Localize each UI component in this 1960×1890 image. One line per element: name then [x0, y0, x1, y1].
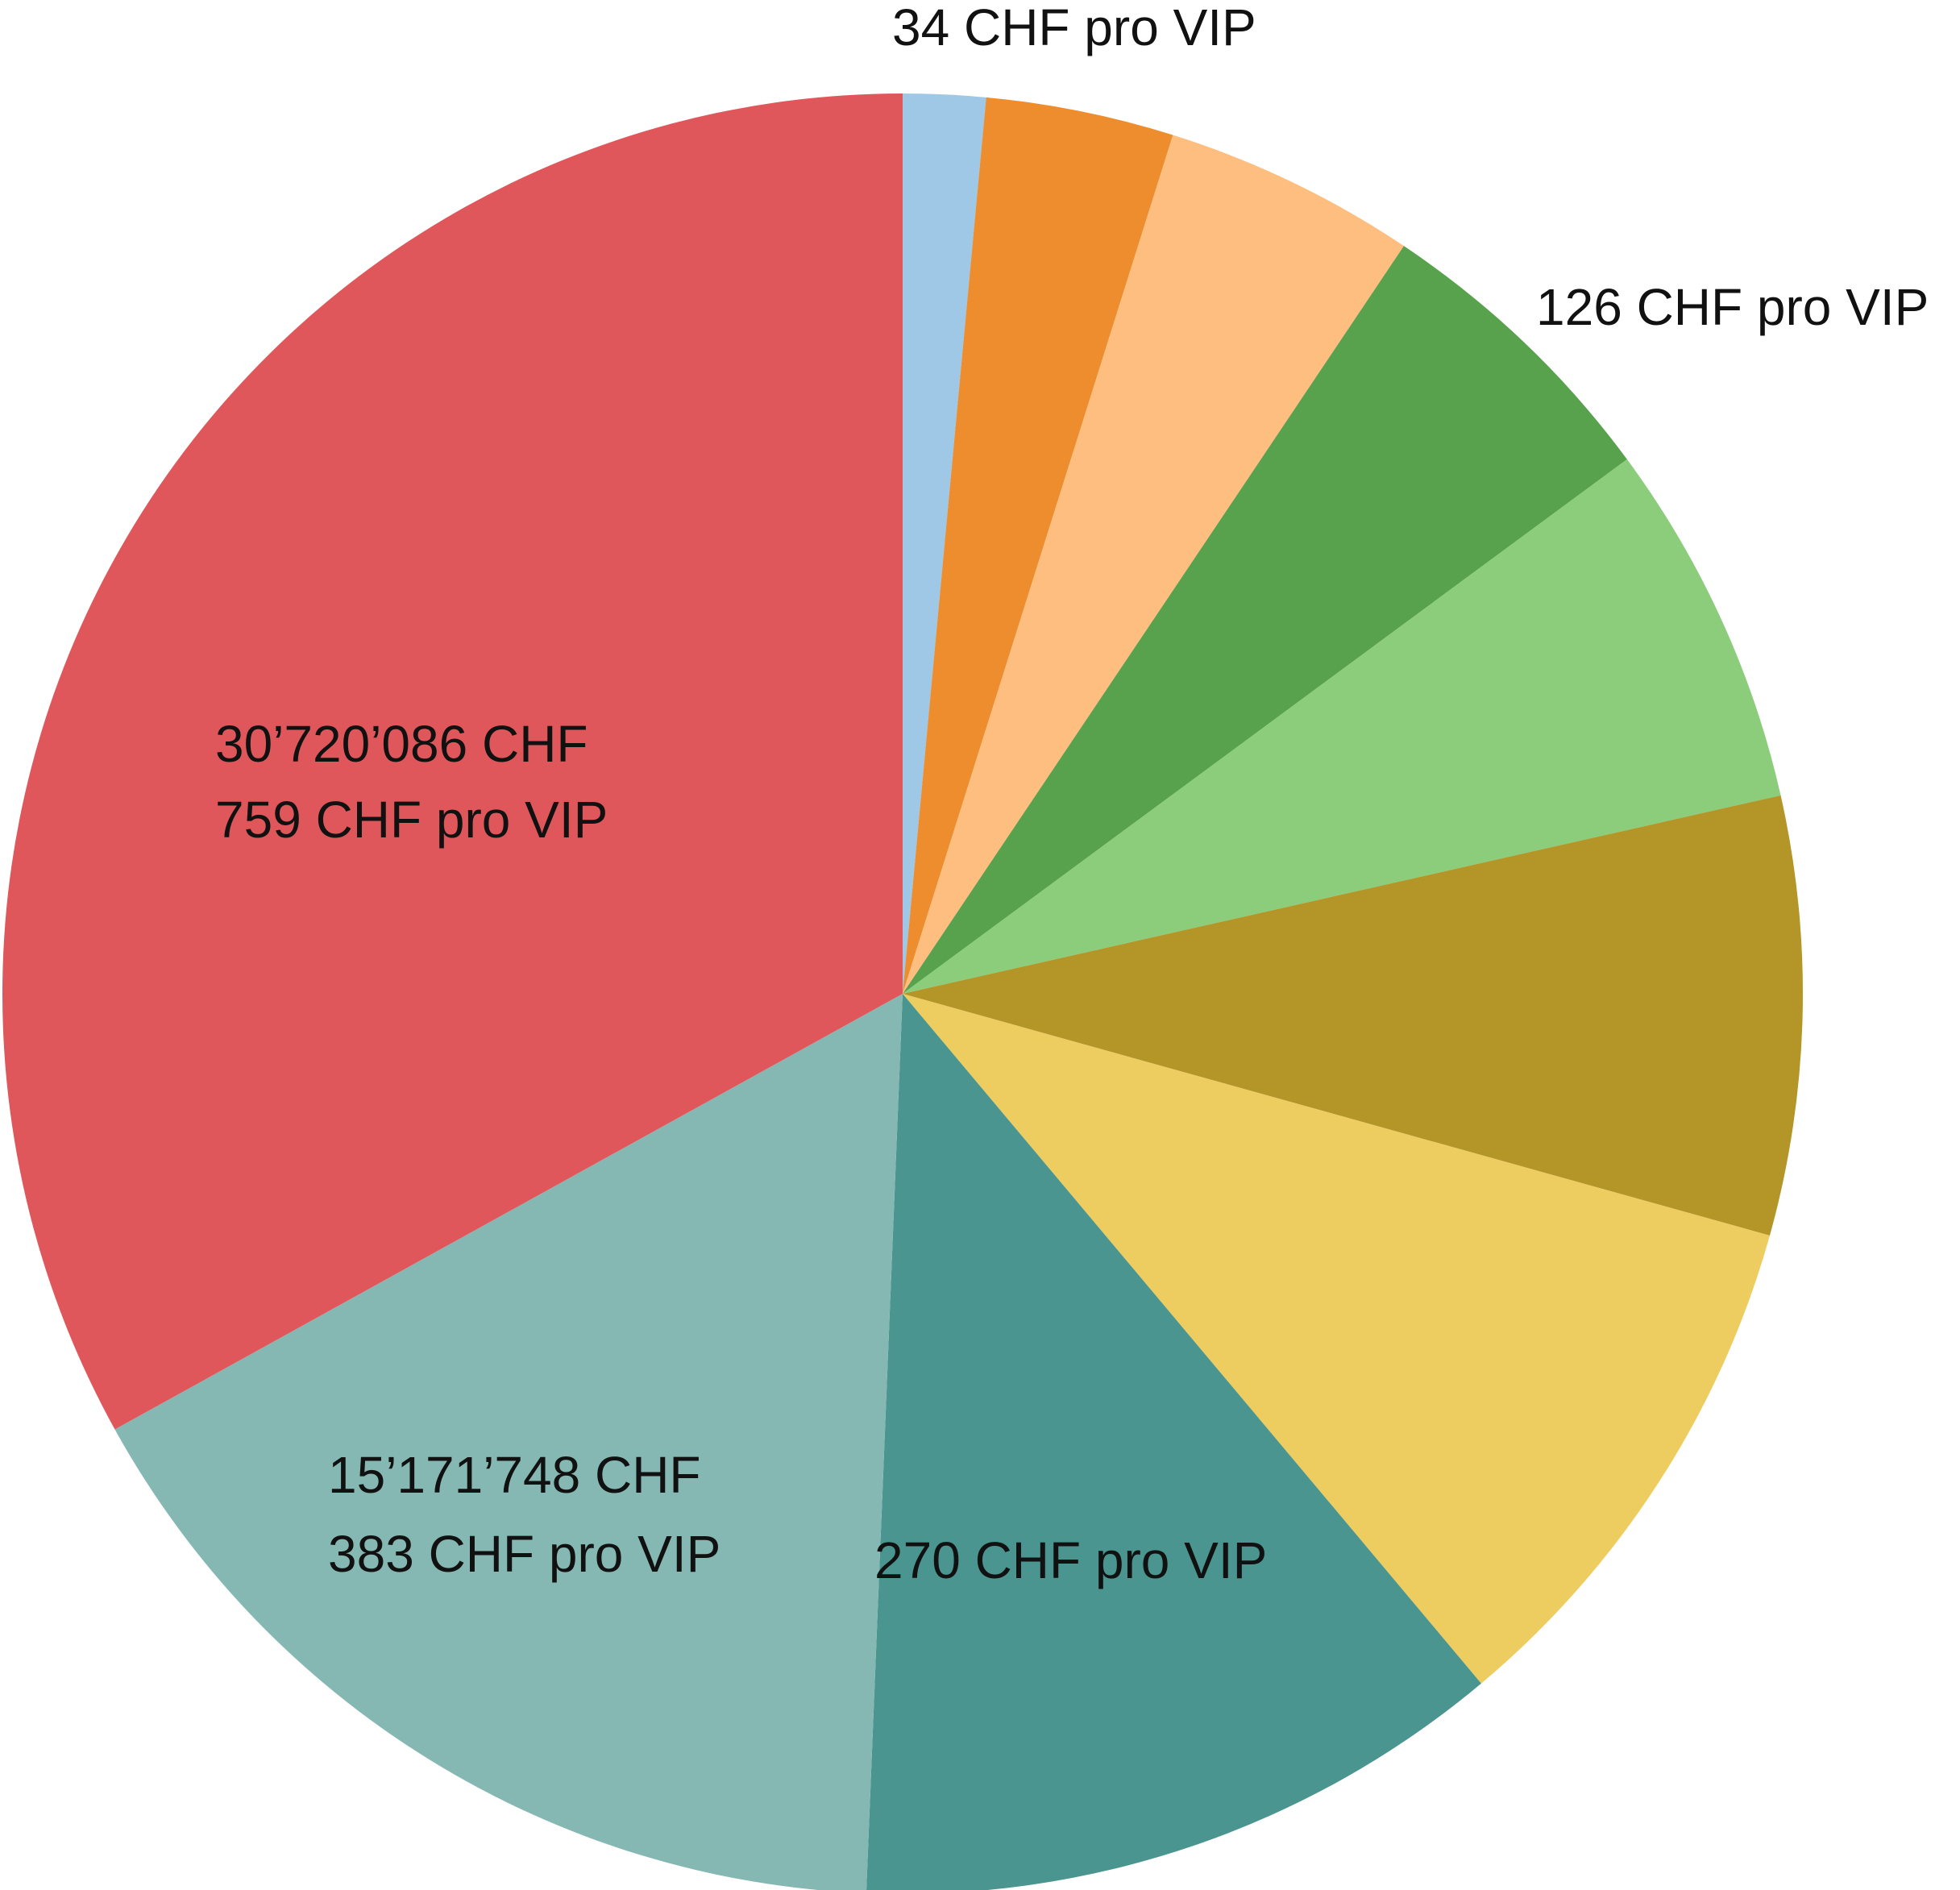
- vip-label: 126 CHF pro VIP: [1536, 278, 1929, 336]
- vip-label: 34 CHF pro VIP: [892, 0, 1256, 56]
- pie-slice: [903, 994, 1770, 1684]
- pie-slice: [114, 994, 903, 1890]
- pie-slice: [903, 135, 1404, 994]
- pie-slice: [903, 246, 1627, 994]
- pie-slice: [903, 795, 1803, 1236]
- vip-label: 270 CHF pro VIP: [874, 1531, 1267, 1589]
- vip-label: 383 CHF pro VIP: [328, 1525, 720, 1583]
- value-label: 30’720’086 CHF: [215, 715, 588, 773]
- pie-slice: [866, 994, 1481, 1890]
- value-label: 15’171’748 CHF: [328, 1446, 701, 1504]
- pie-slice: [903, 97, 1173, 995]
- pie-slice: [903, 459, 1781, 994]
- pie-slice: [903, 93, 986, 994]
- vip-label: 759 CHF pro VIP: [215, 791, 608, 849]
- pie-slice: [2, 93, 903, 1430]
